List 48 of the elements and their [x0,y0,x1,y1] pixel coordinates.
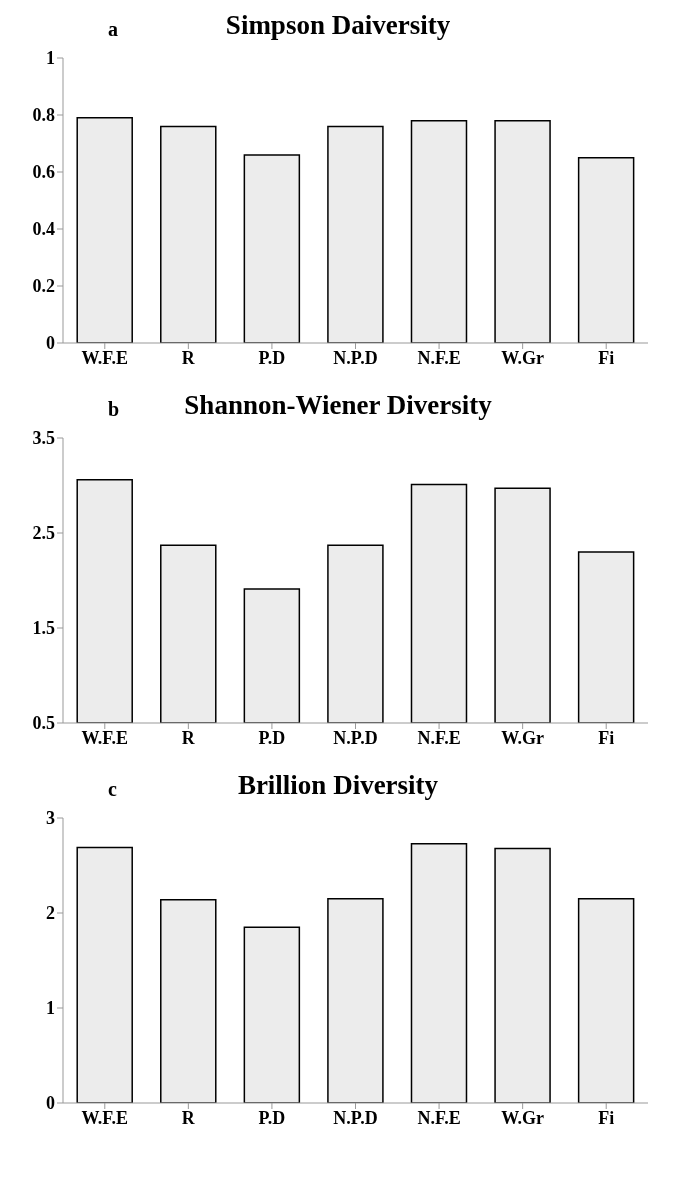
x-tick-label: Fi [598,727,615,748]
y-tick-label: 2 [46,903,55,924]
x-tick-label: N.F.E [417,347,461,368]
y-tick-label: 0.5 [32,713,55,734]
bar [410,842,468,1103]
x-tick-label: P.D [258,1107,286,1128]
y-tick-label: 0 [46,333,55,354]
chart-title: Simpson Daiversity [225,10,451,40]
x-tick-label: N.P.D [333,347,378,368]
bar [494,847,551,1103]
chart-title: Shannon-Wiener Diversity [184,390,492,420]
bar [243,926,301,1103]
x-tick-label: Fi [598,347,615,368]
y-tick-label: 1.5 [32,618,55,639]
x-tick-label: W.F.E [81,727,129,748]
text: a [108,18,118,41]
x-tick-label: W.F.E [81,347,129,368]
y-tick-label: 0.2 [32,276,55,297]
x-tick-label: R [181,347,196,368]
x-tick-label: W.Gr [501,727,545,748]
bar [327,898,384,1103]
text: b [108,398,120,421]
text: c [108,778,117,801]
x-tick-label: N.F.E [417,1107,461,1128]
x-tick-label: R [181,727,196,748]
bar [160,898,217,1103]
x-tick-label: P.D [258,347,286,368]
y-tick-label: 0.4 [32,219,55,240]
y-tick-label: 0 [46,1093,55,1114]
chart-title: Brillion Diversity [237,770,439,800]
bar [76,846,133,1103]
x-tick-label: W.Gr [501,1107,545,1128]
y-tick-label: 2.5 [32,523,55,544]
y-tick-label: 0.8 [32,105,55,126]
y-tick-label: 1 [46,48,55,69]
x-tick-label: N.P.D [333,1107,378,1128]
bar [577,898,635,1103]
y-tick-label: 0.6 [32,162,55,183]
x-tick-label: W.F.E [81,1107,129,1128]
x-tick-label: P.D [258,727,286,748]
y-tick-label: 3.5 [32,428,55,449]
y-tick-label: 3 [46,808,55,829]
y-tick-label: 1 [46,998,55,1019]
x-tick-label: N.F.E [417,727,461,748]
x-tick-label: W.Gr [501,347,545,368]
x-tick-label: N.P.D [333,727,378,748]
x-tick-label: Fi [598,1107,615,1128]
x-tick-label: R [181,1107,196,1128]
